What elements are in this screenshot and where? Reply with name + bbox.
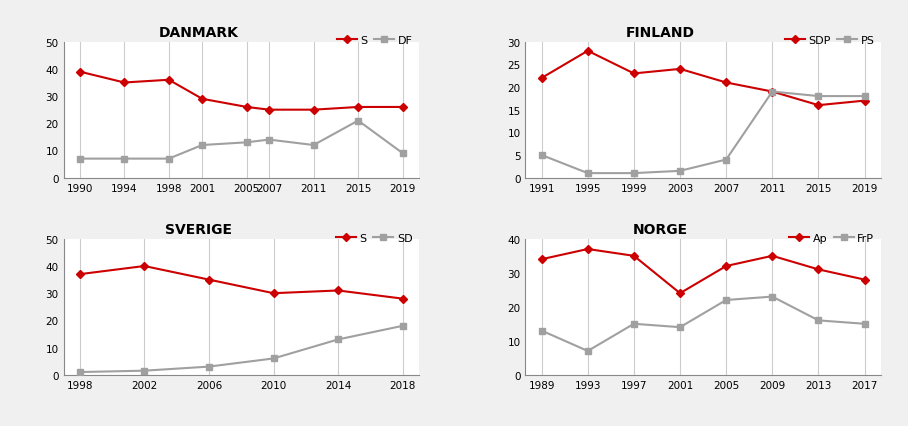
Title: NORGE: NORGE [633, 223, 688, 237]
Legend: SDP, PS: SDP, PS [780, 32, 879, 51]
Legend: S, DF: S, DF [332, 32, 417, 51]
Legend: S, SD: S, SD [332, 228, 417, 248]
Title: DANMARK: DANMARK [159, 26, 239, 40]
Legend: Ap, FrP: Ap, FrP [785, 228, 879, 248]
Title: FINLAND: FINLAND [626, 26, 695, 40]
Title: SVERIGE: SVERIGE [165, 223, 232, 237]
